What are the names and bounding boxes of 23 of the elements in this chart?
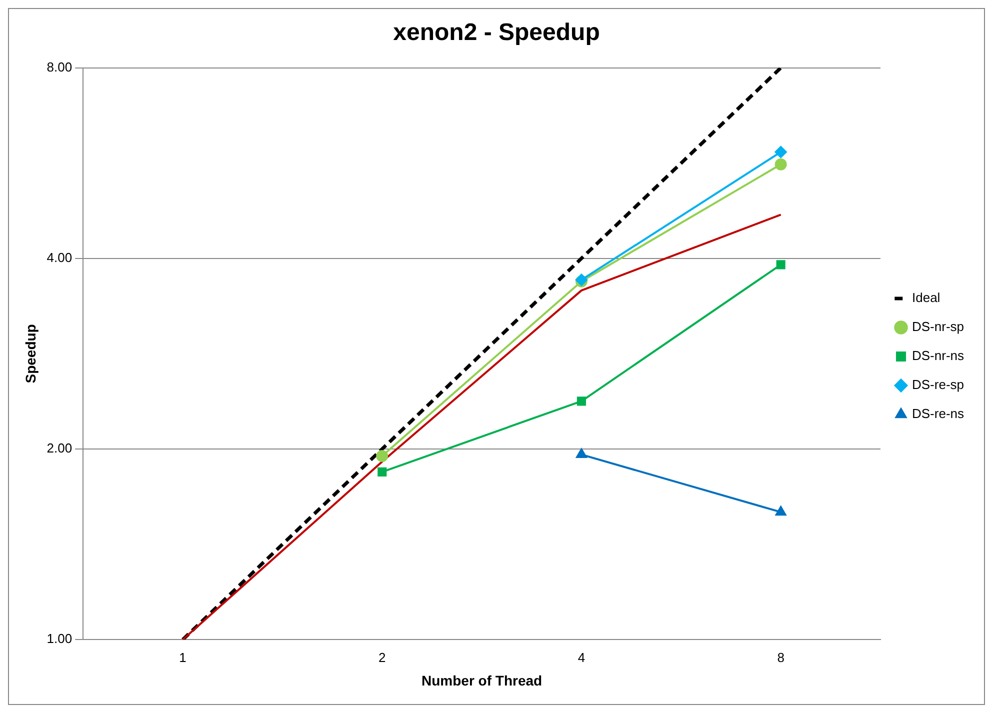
point	[776, 260, 786, 270]
x-tick-label: 2	[378, 650, 386, 665]
chart-title: xenon2 - Speedup	[393, 19, 600, 46]
y-tick-label: 1.00	[46, 631, 72, 646]
x-tick-label: 8	[777, 650, 784, 665]
y-axis-title: Speedup	[22, 324, 38, 384]
legend-label: DS-nr-sp	[912, 319, 964, 334]
line-series	[181, 68, 783, 640]
point	[774, 146, 787, 158]
point	[774, 158, 787, 170]
y-tick-label: 2.00	[46, 440, 72, 456]
point	[378, 467, 387, 476]
point	[576, 396, 586, 406]
legend-label: DS-nr-ns	[912, 348, 964, 364]
legend-label: DS-re-sp	[912, 377, 964, 392]
point	[376, 450, 388, 462]
x-tick-label: 1	[179, 650, 186, 665]
y-tick-label: 8.00	[46, 59, 72, 74]
x-axis-title: Number of Thread	[422, 672, 542, 688]
x-tick-label: 4	[578, 650, 586, 665]
legend-label: Ideal	[912, 290, 940, 306]
y-tick-label: 4.00	[46, 250, 72, 265]
legend-label: DS-re-ns	[912, 406, 964, 422]
